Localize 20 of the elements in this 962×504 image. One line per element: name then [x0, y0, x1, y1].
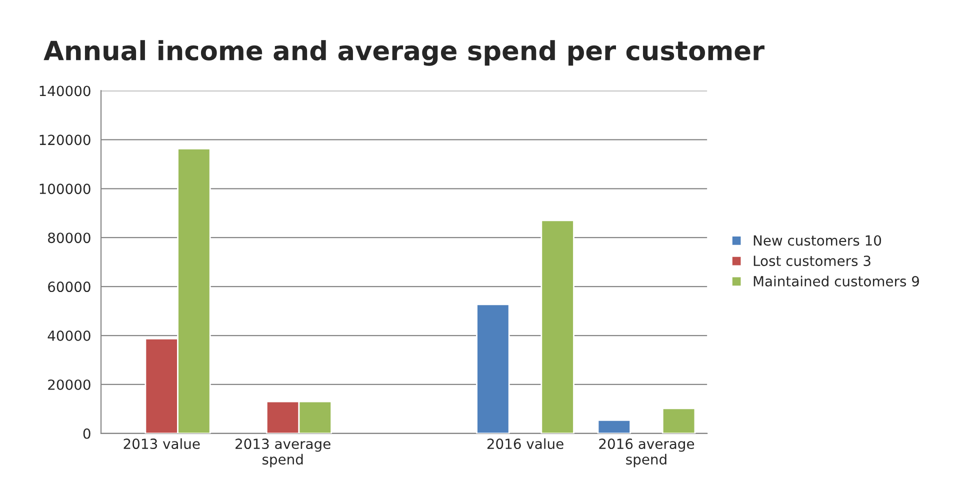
bar: [597, 420, 631, 434]
bar: [540, 220, 574, 434]
y-tick-label: 40000: [48, 330, 90, 341]
y-tick-label: 0: [83, 428, 90, 439]
bar: [662, 408, 696, 434]
legend-label: Lost customers 3: [754, 256, 870, 266]
y-tick-label: 120000: [40, 134, 90, 146]
x-tick-label: 2016 value: [487, 438, 564, 450]
x-tick-label: 2013 value: [124, 438, 200, 450]
y-tick-label: 60000: [48, 282, 90, 292]
y-tick-label: 140000: [40, 86, 90, 96]
legend-label: Maintained customers 9: [754, 276, 919, 286]
legend-label: New customers 10: [754, 235, 882, 246]
x-tick-label: 2013 average spend: [236, 438, 330, 468]
bar: [476, 304, 510, 434]
x-tick-label: 2016 average spend: [599, 438, 694, 468]
y-tick-label: 100000: [40, 184, 90, 194]
chart-title: Annual income and average spend per customer: [44, 40, 764, 66]
y-tick-label: 80000: [48, 232, 90, 244]
y-tick-label: 20000: [48, 379, 90, 390]
